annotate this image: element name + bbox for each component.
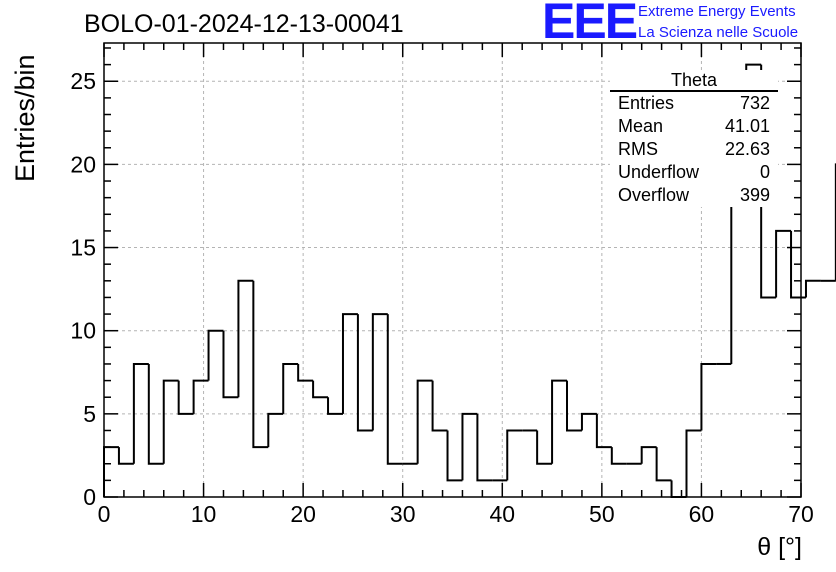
histogram-bin: [386, 314, 403, 465]
y-tick-label: 10: [70, 318, 96, 344]
y-tick-label: 25: [70, 68, 96, 94]
histogram-bin: [103, 446, 119, 497]
y-tick-label: 5: [83, 401, 96, 427]
histogram-bin: [551, 379, 568, 464]
x-tick-label: 0: [98, 501, 111, 527]
stats-row-overflow: Overflow 399: [610, 184, 778, 207]
stats-label: Mean: [618, 116, 664, 136]
stats-label: Entries: [618, 93, 675, 113]
histogram-bin: [341, 313, 358, 414]
histogram-bins: [103, 63, 836, 498]
x-tick-label: 50: [589, 501, 615, 527]
histogram-bin: [356, 314, 373, 432]
histogram-bin: [670, 480, 687, 498]
stats-label: RMS: [618, 139, 658, 159]
y-tick-label: 0: [83, 484, 96, 510]
histogram-bin: [595, 413, 612, 449]
stats-label: Overflow: [618, 185, 690, 205]
histogram-bin: [804, 279, 821, 298]
x-tick-label: 40: [489, 501, 515, 527]
histogram-bin: [446, 430, 463, 482]
histogram-bin: [222, 330, 239, 399]
x-axis-label: θ [°]: [757, 533, 802, 561]
histogram-bin: [461, 412, 478, 481]
histogram-bin: [640, 446, 657, 464]
stats-value: 732: [739, 93, 770, 113]
x-tick-labels: 0 10 20 30 40 50 60 70: [98, 501, 814, 527]
histogram-bin: [506, 429, 523, 481]
logo-line-2: La Scienza nelle Scuole: [638, 24, 799, 41]
stats-box-title: Theta: [610, 70, 778, 92]
stats-box: Theta Entries 732 Mean 41.01 RMS 22.63 U…: [610, 70, 778, 207]
histogram-bin: [566, 380, 582, 432]
x-tick-label: 10: [191, 501, 217, 527]
histogram-bin: [237, 279, 254, 398]
histogram-bin: [327, 397, 343, 415]
plot-frame: [103, 42, 802, 498]
histogram-bin: [177, 380, 194, 415]
stats-value: 22.63: [724, 139, 770, 159]
stats-row-underflow: Underflow 0: [610, 161, 778, 184]
stats-label: Underflow: [618, 162, 700, 182]
x-tick-label: 20: [290, 501, 316, 527]
histogram-bin: [431, 380, 448, 432]
x-tick-label: 60: [689, 501, 715, 527]
y-tick-labels: 0 5 10 15 20 25: [70, 68, 96, 510]
stats-value: 399: [739, 185, 770, 205]
y-tick-label: 15: [70, 235, 96, 261]
histogram-bin: [655, 447, 672, 482]
histogram-bin: [132, 362, 149, 464]
stats-row-entries: Entries 732: [610, 92, 778, 115]
histogram-bin: [162, 379, 179, 464]
histogram-bin: [207, 329, 224, 381]
histogram-bin: [580, 412, 597, 431]
histogram-bin: [312, 380, 329, 399]
histogram-bin: [147, 363, 164, 465]
histogram-bin: [700, 362, 717, 431]
eee-logo: EEE: [542, 0, 638, 49]
stats-row-mean: Mean 41.01: [610, 115, 778, 138]
histogram-bin: [297, 363, 314, 382]
histogram-bin: [267, 412, 284, 448]
axis-ticks: [103, 43, 802, 498]
stats-value: 0: [759, 162, 770, 182]
histogram-bin: [536, 430, 553, 465]
logo-line-1: Extreme Energy Events: [638, 3, 796, 20]
stats-value: 41.01: [724, 116, 770, 136]
histogram-bin: [610, 447, 627, 465]
y-tick-label: 20: [70, 151, 96, 177]
histogram-bin: [252, 280, 269, 449]
histogram-bin: [416, 379, 433, 464]
y-axis-label: Entries/bin: [10, 54, 40, 182]
x-tick-label: 30: [390, 501, 416, 527]
histogram-bin: [371, 313, 388, 431]
histogram-bin: [775, 229, 792, 298]
histogram-bin: [730, 196, 747, 364]
histogram-bin: [282, 362, 299, 414]
x-tick-label: 70: [788, 501, 814, 527]
plot-title: BOLO-01-2024-12-13-00041: [84, 10, 404, 38]
histogram-bin: [192, 379, 209, 414]
stats-row-rms: RMS 22.63: [610, 138, 778, 161]
histogram-bin: [117, 447, 134, 465]
histogram-bin: [685, 429, 702, 497]
histogram-bin: [476, 413, 493, 482]
